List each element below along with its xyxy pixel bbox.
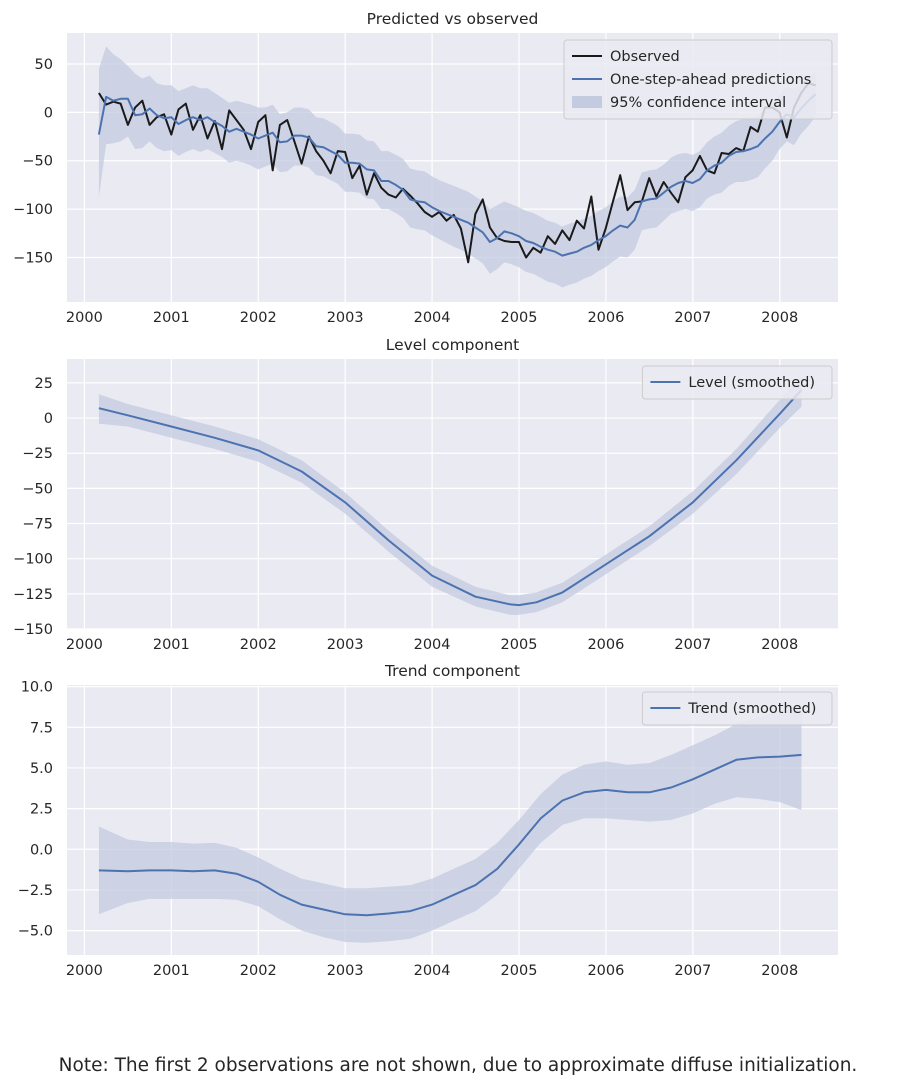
y-tick-label: −150 <box>13 250 53 266</box>
y-tick-label: −25 <box>22 446 53 462</box>
y-tick-label: 7.5 <box>30 720 53 736</box>
x-tick-label: 2003 <box>327 963 364 979</box>
y-tick-label: −2.5 <box>18 883 53 899</box>
plot-content <box>98 706 802 943</box>
legend-label: One-step-ahead predictions <box>610 72 811 88</box>
plot-content <box>97 46 817 288</box>
chart-title: Trend component <box>384 662 520 680</box>
chart-title: Predicted vs observed <box>367 10 539 28</box>
chart-title: Level component <box>386 336 520 354</box>
legend-label: 95% confidence interval <box>610 95 786 111</box>
y-tick-label: 50 <box>35 57 53 73</box>
x-tick-label: 2002 <box>240 310 277 326</box>
y-tick-label: −125 <box>13 587 53 603</box>
legend-label: Level (smoothed) <box>688 375 815 391</box>
x-tick-label: 2005 <box>501 637 538 653</box>
x-tick-label: 2003 <box>327 637 364 653</box>
y-tick-label: 25 <box>35 376 53 392</box>
x-tick-label: 2007 <box>674 637 711 653</box>
y-tick-label: 0.0 <box>30 842 53 858</box>
series-prediction-line <box>97 93 817 257</box>
legend-label: Observed <box>610 49 680 65</box>
x-tick-label: 2001 <box>153 310 190 326</box>
legend-box <box>641 691 833 726</box>
y-tick-label: 10.0 <box>21 680 53 696</box>
footnote: Note: The first 2 observations are not s… <box>58 1055 858 1076</box>
x-tick-label: 2004 <box>414 310 451 326</box>
legend-swatch-band <box>572 96 602 108</box>
legend-label: Trend (smoothed) <box>687 701 816 717</box>
y-tick-label: −5.0 <box>18 924 53 940</box>
x-tick-label: 2004 <box>414 637 451 653</box>
x-tick-label: 2005 <box>501 963 538 979</box>
x-tick-label: 2005 <box>501 310 538 326</box>
y-tick-label: −50 <box>22 154 53 170</box>
x-tick-label: 2001 <box>153 963 190 979</box>
x-tick-label: 2000 <box>66 963 103 979</box>
y-tick-label: 5.0 <box>30 761 53 777</box>
y-tick-label: 2.5 <box>30 802 53 818</box>
panel-3: 2000 2001 2002 2003 2004 2005 2006 2007 2008 10.0… <box>18 662 838 979</box>
x-tick-label: 2008 <box>761 310 798 326</box>
x-tick-label: 2006 <box>587 310 624 326</box>
confidence-band <box>98 706 802 943</box>
series-smoothed-line <box>98 389 803 607</box>
y-tick-label: −100 <box>13 202 53 218</box>
legend-box <box>563 39 833 120</box>
y-tick-label: −150 <box>13 622 53 638</box>
y-tick-label: −100 <box>13 552 53 568</box>
legend-box <box>641 365 833 400</box>
y-tick-label: 0 <box>44 105 53 121</box>
x-tick-label: 2002 <box>240 637 277 653</box>
x-tick-label: 2006 <box>587 637 624 653</box>
confidence-band <box>98 375 802 615</box>
x-tick-label: 2007 <box>674 963 711 979</box>
x-tick-label: 2001 <box>153 637 190 653</box>
y-tick-label: 0 <box>44 411 53 427</box>
panel-2: 2000 2001 2002 2003 2004 2005 2006 2007 2008 25 0 −… <box>13 336 838 653</box>
legend: Observed One-step-ahead predictions 95% co… <box>563 39 833 120</box>
plot-content <box>98 375 803 615</box>
figure: 2000 2001 2002 2003 2004 2005 2006 2007 2008 50 0 −… <box>13 10 838 979</box>
y-tick-label: −50 <box>22 481 53 497</box>
x-tick-label: 2006 <box>587 963 624 979</box>
x-tick-label: 2008 <box>761 963 798 979</box>
x-tick-label: 2008 <box>761 637 798 653</box>
x-tick-label: 2004 <box>414 963 451 979</box>
x-tick-label: 2002 <box>240 963 277 979</box>
series-smoothed-line <box>98 753 802 917</box>
series-observed-line <box>98 82 816 264</box>
legend: Level (smoothed) <box>641 365 833 400</box>
x-tick-label: 2003 <box>327 310 364 326</box>
legend: Trend (smoothed) <box>641 691 833 726</box>
x-tick-label: 2000 <box>66 310 103 326</box>
x-tick-label: 2007 <box>674 310 711 326</box>
confidence-band <box>98 46 816 288</box>
panel-1: 2000 2001 2002 2003 2004 2005 2006 2007 2008 50 0 −… <box>13 10 838 326</box>
x-tick-label: 2000 <box>66 637 103 653</box>
y-tick-label: −75 <box>22 517 53 533</box>
